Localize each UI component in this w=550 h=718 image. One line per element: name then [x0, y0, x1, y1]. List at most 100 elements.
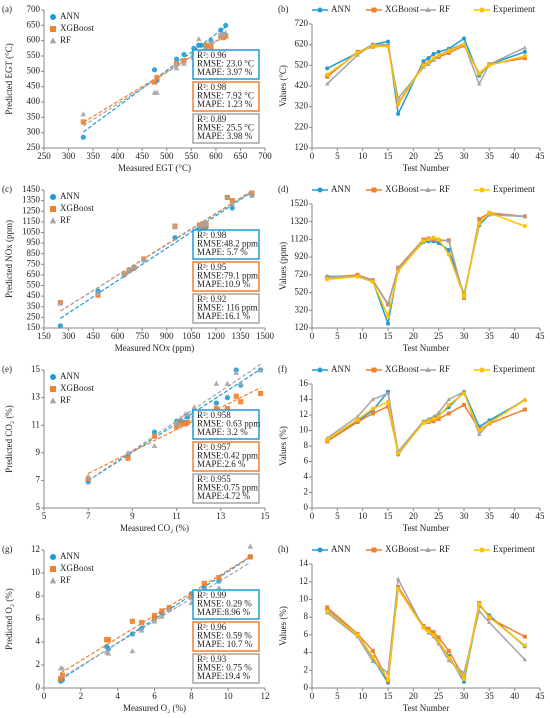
marker	[257, 366, 264, 373]
annotation-text: RMSE: 25.5 °C	[197, 123, 254, 133]
marker	[173, 419, 180, 425]
marker	[370, 406, 375, 411]
marker	[196, 42, 202, 48]
x-tick-label: 30	[460, 331, 470, 341]
marker	[431, 419, 436, 424]
series-line	[326, 37, 526, 117]
marker	[85, 476, 91, 482]
legend-label: ANN	[60, 371, 80, 381]
x-tick-label: 0	[310, 691, 315, 701]
x-tick-label: 550	[185, 151, 199, 161]
marker	[325, 437, 330, 442]
y-axis-label: Values (ppm)	[278, 242, 288, 290]
annotation-text: RMSE:0.75 ppm	[197, 483, 258, 493]
marker	[431, 235, 436, 240]
marker	[446, 238, 451, 243]
x-tick-label: 45	[536, 151, 546, 161]
y-tick-label: 450	[27, 290, 41, 300]
marker	[421, 59, 426, 64]
legend-label: RF	[439, 364, 450, 374]
legend-marker	[49, 577, 57, 584]
x-tick-label: 0	[310, 151, 315, 161]
marker	[487, 210, 492, 215]
panel-label: (e)	[2, 364, 12, 374]
marker	[355, 417, 360, 422]
marker	[386, 404, 390, 409]
x-tick-label: 150	[37, 331, 51, 341]
marker	[386, 314, 390, 319]
legend-label: ANN	[60, 191, 80, 201]
panel-label: (b)	[278, 4, 289, 14]
y-tick-label: 700	[27, 4, 41, 14]
legend-label: ANN	[331, 364, 351, 374]
annotation-text: R²: 0.98	[197, 82, 227, 92]
marker	[249, 192, 255, 198]
marker	[151, 67, 158, 73]
marker	[446, 411, 451, 416]
marker	[121, 270, 128, 276]
marker	[104, 637, 110, 643]
x-tick-label: 0	[310, 331, 315, 341]
marker	[462, 294, 466, 299]
legend-label: ANN	[60, 11, 80, 21]
marker	[386, 321, 390, 326]
marker	[125, 455, 131, 461]
legend-marker	[317, 547, 323, 553]
marker	[178, 415, 184, 421]
annotation-text: MAPE:2.6 %	[197, 459, 246, 469]
x-tick-label: 0	[42, 691, 47, 701]
marker	[370, 43, 375, 48]
marker	[431, 416, 436, 421]
marker	[431, 632, 436, 637]
marker	[421, 239, 426, 244]
y-tick-label: 13	[31, 392, 41, 402]
legend-label: Experiment	[493, 4, 535, 14]
marker	[396, 102, 401, 107]
marker	[216, 575, 222, 581]
marker	[370, 655, 375, 659]
legend-marker	[371, 7, 377, 13]
legend-marker	[425, 547, 431, 552]
marker	[188, 594, 194, 600]
marker	[386, 39, 390, 44]
legend-label: ANN	[331, 184, 351, 194]
series-line	[326, 403, 526, 455]
legend-marker	[50, 566, 56, 572]
marker	[426, 629, 431, 634]
marker	[191, 404, 198, 410]
marker	[185, 419, 191, 426]
series-line	[327, 213, 525, 307]
y-tick-label: 1320	[290, 216, 309, 226]
series-line	[326, 392, 526, 456]
marker	[325, 608, 330, 613]
marker	[95, 288, 101, 294]
x-tick-label: 0	[310, 511, 315, 521]
marker	[247, 543, 254, 549]
legend-marker	[425, 187, 431, 192]
y-tick-label: 750	[27, 258, 41, 268]
marker	[386, 678, 390, 683]
y-tick-label: 8	[36, 590, 41, 600]
x-tick-label: 30	[460, 511, 470, 521]
x-tick-label: 1050	[182, 331, 201, 341]
marker	[208, 39, 214, 45]
marker	[396, 111, 401, 116]
y-tick-label: 920	[295, 251, 309, 261]
x-tick-label: 2	[79, 691, 84, 701]
x-tick-label: 25	[434, 691, 444, 701]
legend-marker	[49, 37, 57, 44]
marker	[57, 323, 63, 329]
legend-label: Experiment	[493, 364, 535, 374]
x-tick-label: 7	[86, 511, 91, 521]
y-tick-label: 1050	[22, 227, 41, 237]
series-line	[326, 586, 526, 683]
annotation-text: MAPE: 5.7 %	[197, 247, 248, 257]
x-tick-label: 10	[358, 331, 368, 341]
marker	[140, 256, 147, 263]
y-axis-label: Values (°C)	[278, 65, 288, 107]
marker	[159, 613, 165, 619]
marker	[370, 648, 375, 653]
y-tick-label: 420	[295, 80, 309, 90]
y-axis-label: Predicted O₂ (%)	[4, 588, 14, 650]
y-axis-label: Values (%)	[278, 426, 288, 466]
